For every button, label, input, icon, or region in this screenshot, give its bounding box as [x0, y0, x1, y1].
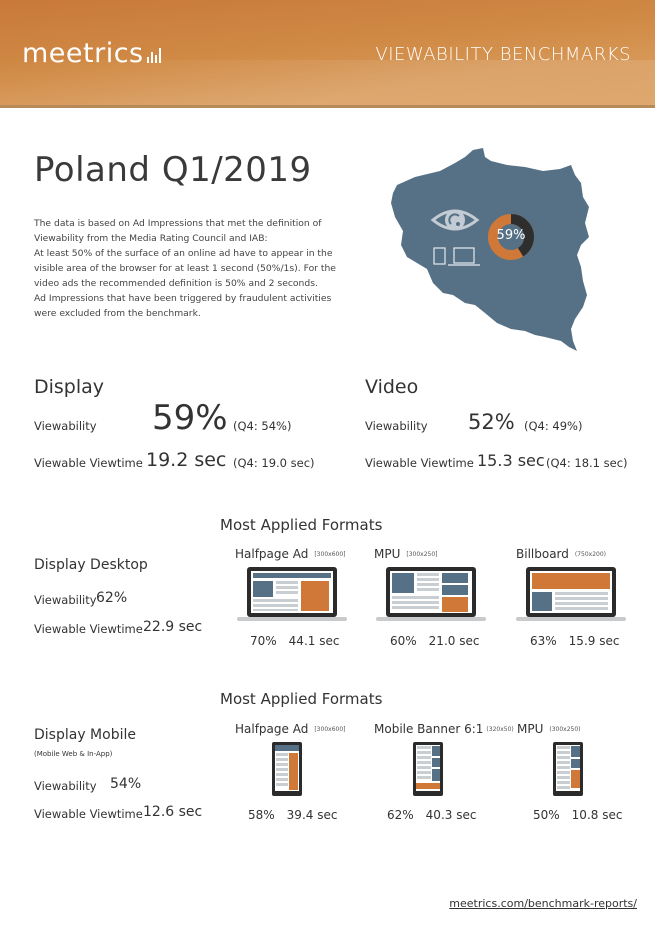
desktop-format-name: Billboard (750x200) [516, 547, 607, 561]
mobile-viewtime-label: Viewable Viewtime [34, 807, 143, 821]
display-viewtime-label: Viewable Viewtime [34, 456, 143, 470]
mobile-format-name: MPU (300x250) [517, 722, 581, 736]
logo-text: meetrics [22, 38, 144, 69]
mobile-format-stats: 50% 10.8 sec [533, 808, 623, 822]
intro-line: visible area of the browser for at least… [34, 263, 336, 274]
desktop-formats-heading: Most Applied Formats [220, 516, 383, 534]
desktop-format-name: Halfpage Ad [300x600] [235, 547, 346, 561]
video-viewability-label: Viewability [365, 419, 428, 433]
display-title: Display [34, 376, 105, 398]
donut-label: 59% [496, 228, 526, 243]
desktop-viewtime-value: 22.9 sec [143, 619, 203, 635]
display-viewtime-value: 19.2 sec [146, 449, 227, 471]
mobile-viewability-label: Viewability [34, 779, 97, 793]
video-title: Video [365, 376, 419, 398]
desktop-format-stats: 63% 15.9 sec [530, 634, 620, 648]
laptop-mpu-icon [376, 567, 486, 621]
header-sheen [0, 60, 655, 108]
display-viewability-value: 59% [152, 398, 228, 438]
intro-line: Ad Impressions that have been triggered … [34, 293, 332, 304]
mobile-format-stats: 58% 39.4 sec [248, 808, 338, 822]
desktop-title: Display Desktop [34, 557, 148, 573]
display-viewtime-prev: (Q4: 19.0 sec) [233, 456, 315, 470]
video-viewtime-value: 15.3 sec [477, 451, 545, 470]
phone-icon [433, 247, 446, 265]
video-viewtime-label: Viewable Viewtime [365, 456, 474, 470]
meetrics-logo: meetrics [22, 38, 161, 69]
desktop-viewability-value: 62% [96, 590, 128, 606]
viewability-donut-chart [488, 214, 534, 260]
mobile-subtitle: (Mobile Web & In-App) [34, 750, 113, 758]
display-viewability-prev: (Q4: 54%) [233, 419, 292, 433]
laptop-halfpage-icon [237, 567, 347, 621]
intro-line: were excluded from the benchmark. [34, 308, 201, 319]
desktop-format-stats: 70% 44.1 sec [250, 634, 340, 648]
desktop-format-stats: 60% 21.0 sec [390, 634, 480, 648]
page-header: meetrics VIEWABILITY BENCHMARKS [0, 0, 655, 108]
desktop-viewability-label: Viewability [34, 593, 97, 607]
eye-icon [430, 209, 480, 231]
video-viewtime-prev: (Q4: 18.1 sec) [546, 456, 628, 470]
mobile-viewability-value: 54% [110, 776, 142, 792]
header-title: VIEWABILITY BENCHMARKS [375, 44, 631, 65]
logo-bars-icon [146, 47, 161, 63]
phone-mobile-banner-icon [413, 742, 443, 796]
mobile-formats-heading: Most Applied Formats [220, 690, 383, 708]
phone-mpu-icon [553, 742, 583, 796]
mobile-title: Display Mobile [34, 727, 136, 743]
poland-map: 59% [385, 145, 645, 360]
intro-line: At least 50% of the surface of an online… [34, 248, 333, 259]
intro-line: video ads the recommended definition is … [34, 278, 318, 289]
desktop-format-name: MPU [300x250] [374, 547, 438, 561]
laptop-icon [448, 247, 480, 266]
phone-halfpage-icon [272, 742, 302, 796]
laptop-billboard-icon [516, 567, 626, 621]
intro-text: The data is based on Ad Impressions that… [34, 216, 344, 321]
mobile-format-name: Mobile Banner 6:1 (320x50) [374, 722, 514, 736]
mobile-format-stats: 62% 40.3 sec [387, 808, 477, 822]
page-title: Poland Q1/2019 [34, 150, 312, 190]
benchmark-reports-link[interactable]: meetrics.com/benchmark-reports/ [449, 897, 637, 910]
mobile-viewtime-value: 12.6 sec [143, 804, 203, 820]
display-viewability-label: Viewability [34, 419, 97, 433]
mobile-format-name: Halfpage Ad [300x600] [235, 722, 346, 736]
desktop-viewtime-label: Viewable Viewtime [34, 622, 143, 636]
poland-shape [391, 148, 589, 351]
video-viewability-value: 52% [468, 410, 515, 434]
video-viewability-prev: (Q4: 49%) [524, 419, 583, 433]
intro-line: The data is based on Ad Impressions that… [34, 218, 322, 229]
intro-line: Viewability from the Media Rating Counci… [34, 233, 268, 244]
